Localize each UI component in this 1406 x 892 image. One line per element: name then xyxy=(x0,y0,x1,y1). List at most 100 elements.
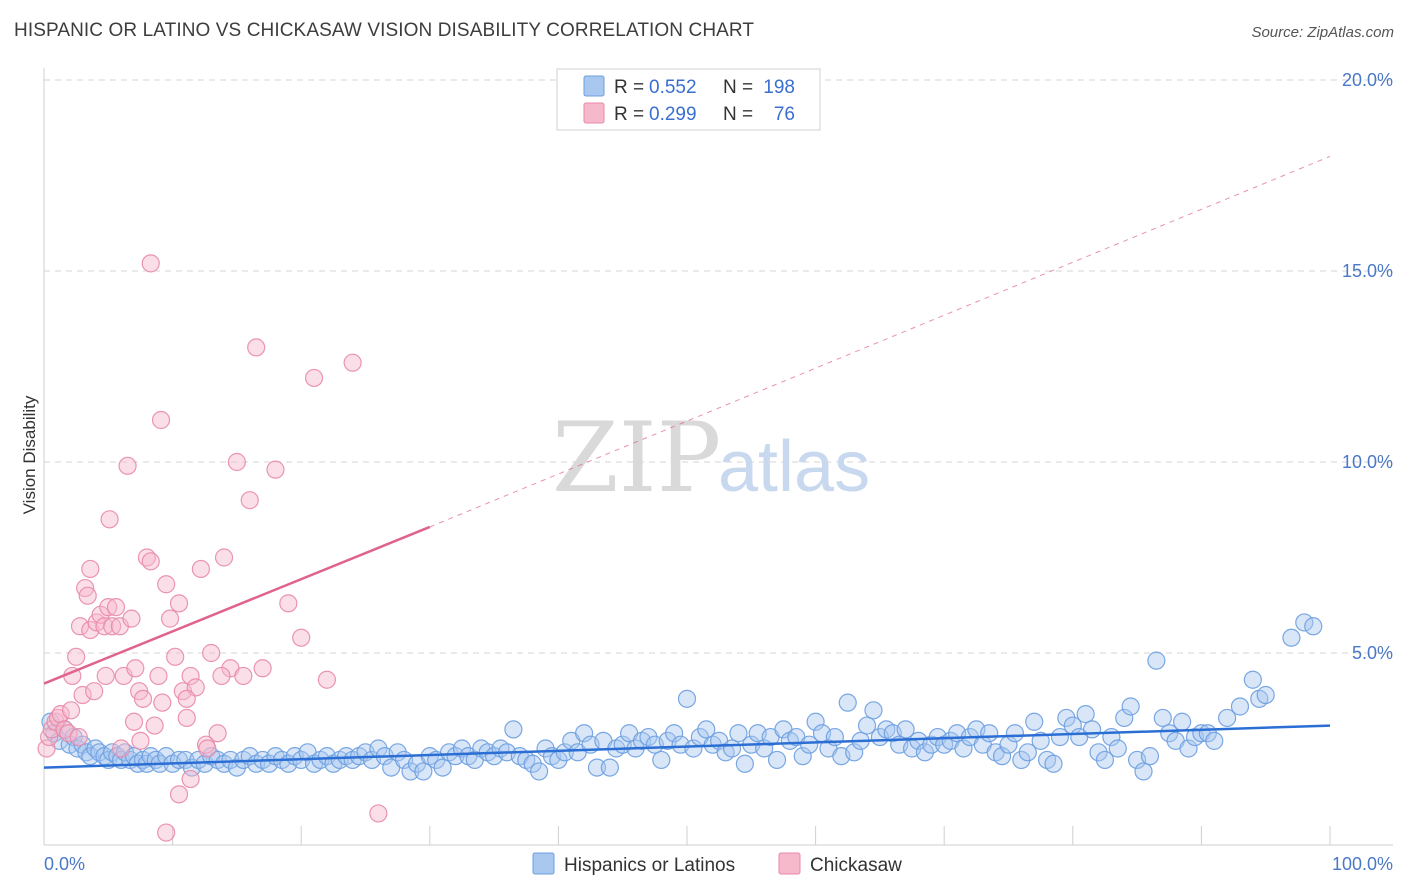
legend-swatch-blue xyxy=(583,75,605,97)
hispanics-point-172 xyxy=(1095,750,1115,770)
legend-swatch-pink xyxy=(583,102,605,124)
hispanics-point-195 xyxy=(1282,628,1301,647)
hispanics-point-93 xyxy=(587,758,607,777)
chickasaw-point-52 xyxy=(253,659,272,678)
chickasaw-point-61 xyxy=(181,769,200,789)
hispanics-point-164 xyxy=(1044,754,1063,773)
hispanics-point-127 xyxy=(806,712,825,731)
legend-n-value-2: 76 xyxy=(774,104,795,125)
hispanics-point-194 xyxy=(1256,685,1275,705)
chickasaw-point-13 xyxy=(78,586,97,605)
chickasaw-point-28 xyxy=(133,689,153,708)
hispanics-point-169 xyxy=(1076,705,1095,724)
y-axis-tick-labels: 5.0% 10.0% 15.0% 20.0% xyxy=(1342,70,1393,663)
chickasaw-point-65 xyxy=(100,510,119,529)
hispanics-point-133 xyxy=(845,743,864,762)
chickasaw-point-48 xyxy=(227,452,246,472)
chickasaw-point-26 xyxy=(126,659,145,678)
hispanics-point-144 xyxy=(915,743,935,762)
trend-lines xyxy=(43,155,1331,769)
chickasaw-point-53 xyxy=(266,460,285,479)
chickasaw-point-31 xyxy=(145,716,164,735)
chickasaw-point-57 xyxy=(317,670,337,689)
chickasaw-point-21 xyxy=(106,598,126,617)
chickasaw-point-54 xyxy=(279,594,298,613)
legend-n-label-1: N = xyxy=(723,77,753,98)
trend-line-hispanics xyxy=(43,724,1331,769)
chickasaw-point-9 xyxy=(67,647,86,666)
hispanics-point-191 xyxy=(1230,697,1250,716)
hispanics-point-110 xyxy=(697,720,716,739)
hispanics-point-83 xyxy=(523,754,542,773)
chickasaw-point-32 xyxy=(149,666,168,686)
chickasaw-point-74 xyxy=(112,739,131,758)
chickasaw-point-51 xyxy=(247,338,266,357)
hispanics-point-180 xyxy=(1147,651,1166,670)
chickasaw-point-44 xyxy=(202,643,221,663)
hispanics-point-178 xyxy=(1134,762,1153,781)
chickasaw-point-5 xyxy=(51,705,70,724)
bottom-legend: Hispanics or Latinos Chickasaw xyxy=(532,852,902,876)
hispanics-point-184 xyxy=(1173,712,1192,731)
hispanics-point-85 xyxy=(536,739,555,758)
chickasaw-point-35 xyxy=(160,609,180,628)
legend-r-value-2: 0.299 xyxy=(649,104,697,125)
watermark-atlas: atlas xyxy=(718,427,870,507)
legend-n-label-2: N = xyxy=(723,104,753,125)
trend-line-chickasaw-extension xyxy=(429,155,1331,528)
hispanics-point-154 xyxy=(980,724,999,743)
chickasaw-point-37 xyxy=(169,594,189,613)
hispanics-point-179 xyxy=(1140,747,1160,766)
chickasaw-point-55 xyxy=(292,628,311,647)
hispanics-point-136 xyxy=(864,701,883,720)
chickasaw-point-62 xyxy=(369,804,388,823)
hispanics-point-126 xyxy=(800,735,819,754)
hispanics-point-156 xyxy=(992,747,1012,766)
chickasaw-point-7 xyxy=(59,724,78,743)
chickasaw-point-56 xyxy=(304,368,324,388)
hispanics-point-192 xyxy=(1243,670,1262,689)
hispanics-point-121 xyxy=(767,750,787,770)
chickasaw-point-68 xyxy=(61,701,81,720)
legend-r-label-2: R = xyxy=(614,104,644,125)
hispanics-point-107 xyxy=(677,689,697,708)
hispanics-point-71 xyxy=(446,747,465,766)
chickasaw-point-69 xyxy=(96,666,115,686)
hispanics-point-108 xyxy=(684,739,703,758)
hispanics-point-69 xyxy=(433,758,452,777)
chickasaw-point-42 xyxy=(191,559,210,579)
hispanics-point-162 xyxy=(1031,731,1050,750)
hispanics-point-175 xyxy=(1115,708,1134,728)
hispanics-point-161 xyxy=(1025,712,1044,731)
chickasaw-point-60 xyxy=(157,823,176,842)
hispanics-point-103 xyxy=(652,750,671,770)
chickasaw-point-75 xyxy=(69,727,88,747)
y-axis-label: Vision Disability xyxy=(20,395,39,514)
hispanics-point-176 xyxy=(1121,697,1140,716)
watermark-zip: ZIP xyxy=(552,402,721,514)
hispanics-point-95 xyxy=(600,758,619,777)
chickasaw-point-39 xyxy=(177,708,196,728)
bottom-legend-swatch-pink xyxy=(778,852,801,875)
y-tick-label-2: 15.0% xyxy=(1342,261,1393,281)
bottom-legend-label-2: Chickasaw xyxy=(810,855,902,876)
legend-box: R = 0.552 N = 198 R = 0.299 N = 76 xyxy=(556,68,821,131)
chickasaw-point-11 xyxy=(73,685,92,705)
hispanics-point-150 xyxy=(954,739,973,758)
hispanics-point-84 xyxy=(530,762,549,781)
hispanics-point-36 xyxy=(221,750,240,770)
hispanics-point-197 xyxy=(1304,617,1323,636)
watermark: ZIP atlas xyxy=(552,402,870,514)
chickasaw-point-59 xyxy=(141,254,160,273)
bottom-legend-swatch-blue xyxy=(532,852,555,875)
chickasaw-point-70 xyxy=(169,785,189,804)
chickasaw-point-24 xyxy=(118,456,137,475)
hispanics-point-189 xyxy=(1205,731,1224,750)
hispanics-point-145 xyxy=(922,735,941,754)
hispanics-point-196 xyxy=(1295,613,1314,632)
hispanics-point-181 xyxy=(1153,708,1172,728)
hispanics-point-141 xyxy=(896,720,915,739)
hispanics-point-135 xyxy=(857,716,877,735)
chickasaw-point-33 xyxy=(153,693,172,712)
